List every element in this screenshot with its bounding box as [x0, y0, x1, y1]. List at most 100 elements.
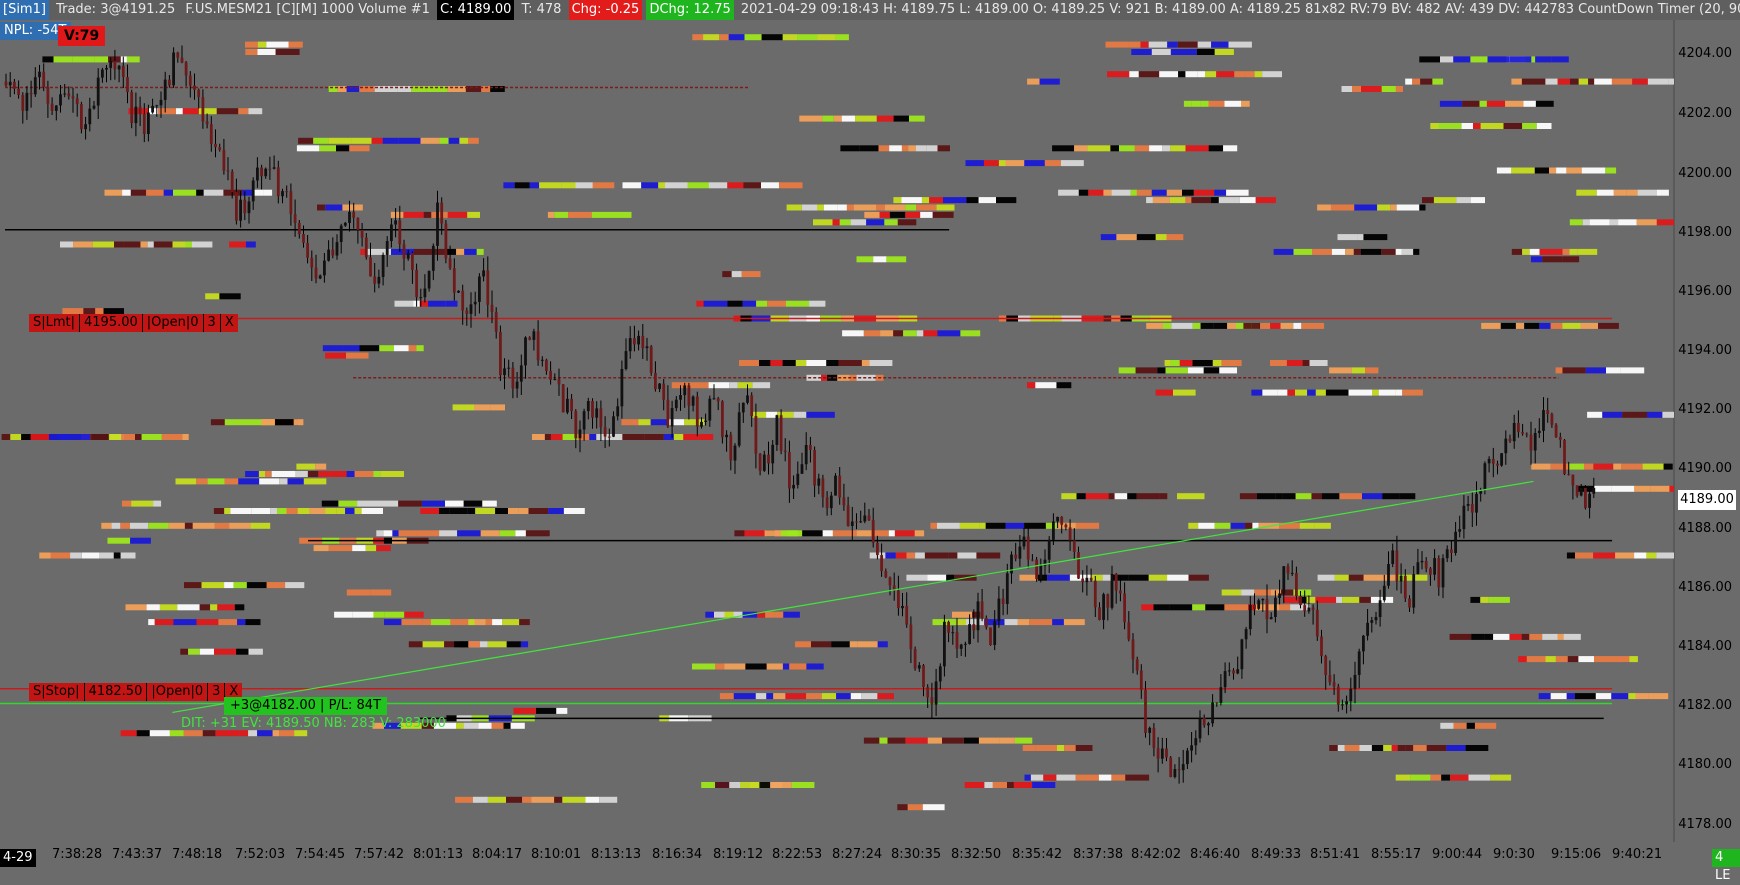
liquidity-cell	[199, 604, 211, 611]
candle-body	[92, 105, 96, 109]
liquidity-cell	[92, 241, 114, 248]
liquidity-cell	[1200, 100, 1209, 107]
liquidity-cell	[1587, 411, 1603, 418]
liquidity-cell	[1052, 619, 1064, 626]
bar-type-indicator[interactable]: 4 LE	[1712, 849, 1740, 883]
liquidity-cell	[779, 182, 803, 189]
candle-body	[1491, 458, 1495, 464]
position-tag[interactable]: +3@4182.00 | P/L: 84T	[224, 697, 388, 715]
liquidity-cell	[1167, 574, 1189, 581]
liquidity-cell	[923, 330, 938, 337]
liquidity-cell	[561, 182, 576, 189]
liquidity-cell	[297, 508, 310, 514]
liquidity-cell	[346, 471, 355, 477]
liquidity-cell	[1550, 463, 1570, 470]
stop-order-price[interactable]: 4182.50	[85, 683, 148, 701]
stop-order-cancel-button[interactable]: X	[229, 684, 239, 699]
liquidity-cell	[622, 182, 642, 189]
candle-body	[989, 627, 992, 646]
liquidity-cell	[1487, 56, 1510, 63]
liquidity-cell	[1656, 219, 1674, 226]
liquidity-cell	[1279, 522, 1300, 529]
time-axis[interactable]: 7:38:28 7:43:37 7:48:18 7:52:03 7:54:45 …	[0, 842, 1740, 869]
candle-body	[859, 521, 863, 523]
price-axis[interactable]: 4204.00 4202.00 4200.00 4198.00 4196.00 …	[1674, 0, 1740, 842]
stop-order-tag[interactable]: S|Stop| 4182.50 |Open|0 3 X	[29, 683, 243, 701]
candle-body	[838, 475, 842, 498]
candle-body	[1433, 558, 1436, 575]
liquidity-cell	[245, 241, 256, 248]
candle-body	[482, 270, 485, 277]
limit-order-price[interactable]: 4195.00	[80, 314, 143, 332]
candle-body	[243, 199, 247, 214]
candle-body	[683, 385, 687, 396]
candle-body	[1253, 604, 1256, 609]
liquidity-cell	[1361, 86, 1382, 92]
liquidity-cell	[880, 330, 894, 337]
liquidity-cell	[1594, 656, 1617, 663]
candle-body	[272, 167, 276, 169]
stop-order-qty[interactable]: 3	[208, 683, 226, 701]
liquidity-cell	[1107, 71, 1130, 78]
limit-order-cancel-button[interactable]: X	[224, 315, 234, 330]
liquidity-cell	[964, 782, 985, 788]
liquidity-cell	[1626, 189, 1638, 196]
liquidity-cell	[1017, 619, 1030, 626]
liquidity-cell	[863, 737, 880, 744]
liquidity-cell	[357, 500, 381, 507]
candle-body	[226, 170, 230, 172]
liquidity-cell	[149, 730, 170, 737]
liquidity-cell	[801, 204, 818, 211]
liquidity-cell	[288, 41, 303, 48]
liquidity-cell	[1395, 248, 1402, 255]
liquidity-cell	[906, 574, 928, 581]
candle-body	[373, 276, 377, 284]
candle-body	[1391, 550, 1395, 564]
liquidity-cell	[759, 782, 771, 788]
liquidity-cell	[1185, 197, 1192, 204]
liquidity-cell	[130, 189, 147, 196]
liquidity-cell	[705, 611, 714, 618]
liquidity-cell	[836, 693, 851, 700]
liquidity-cell	[528, 508, 549, 514]
liquidity-cell	[1341, 86, 1353, 92]
liquidity-cell	[1426, 745, 1447, 751]
liquidity-cell	[1381, 248, 1396, 255]
liquidity-cell	[806, 360, 827, 366]
liquidity-cell	[822, 115, 834, 122]
liquidity-cell	[978, 197, 996, 204]
time-label: 9:0:30	[1493, 847, 1535, 862]
limit-order-tag[interactable]: S|Lmt| 4195.00 |Open|0 3 X	[29, 314, 238, 332]
candle-body	[1286, 566, 1290, 574]
liquidity-cell	[1088, 189, 1104, 196]
liquidity-cell	[1605, 167, 1617, 174]
liquidity-cell	[1342, 596, 1360, 603]
liquidity-cell	[422, 641, 445, 648]
liquidity-cell	[213, 508, 225, 514]
liquidity-cell	[1024, 522, 1046, 529]
candle-body	[1470, 504, 1474, 513]
liquidity-cell	[770, 360, 783, 366]
liquidity-cell	[146, 189, 164, 196]
liquidity-cell	[1538, 693, 1551, 700]
liquidity-cell	[1127, 493, 1137, 500]
candle-body	[897, 590, 900, 609]
candle-body	[1098, 607, 1101, 620]
limit-order-qty[interactable]: 3	[204, 314, 221, 332]
liquidity-cell	[391, 248, 414, 255]
candle-body	[54, 105, 58, 111]
liquidity-cell	[785, 300, 810, 307]
liquidity-cell	[1634, 485, 1651, 492]
account-label[interactable]: [Sim1]	[0, 0, 49, 20]
liquidity-cell	[1224, 604, 1248, 611]
liquidity-cell	[562, 796, 586, 803]
candle-body	[880, 555, 883, 572]
liquidity-cell	[467, 508, 476, 514]
liquidity-cell	[876, 204, 885, 211]
candle-body	[1349, 688, 1353, 702]
liquidity-cell	[884, 219, 898, 226]
liquidity-cell	[382, 137, 399, 144]
liquidity-cell	[1462, 100, 1480, 107]
liquidity-cell	[703, 300, 728, 307]
